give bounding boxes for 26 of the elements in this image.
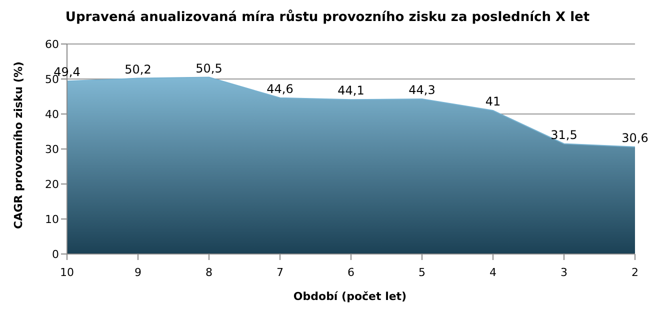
x-tick-label: 9 xyxy=(134,266,142,279)
x-tick-label: 3 xyxy=(560,266,568,279)
y-tick-label: 30 xyxy=(45,142,59,156)
data-label: 50,2 xyxy=(124,62,152,76)
y-tick-label: 0 xyxy=(52,248,59,261)
data-label: 50,5 xyxy=(196,61,222,76)
data-label: 44,6 xyxy=(266,82,294,96)
chart-title: Upravená anualizovaná míra růstu provozního zisku za posledních X let xyxy=(64,10,591,25)
x-tick-label: 6 xyxy=(348,266,354,279)
data-label: 41 xyxy=(485,94,501,108)
x-tick-label: 8 xyxy=(206,266,212,279)
data-label: 31,5 xyxy=(550,128,578,142)
y-tick-label: 40 xyxy=(45,108,59,121)
data-label: 30,6 xyxy=(622,130,648,145)
y-axis-title: CAGR provozního zisku (%) xyxy=(12,62,25,229)
x-tick-label: 7 xyxy=(276,266,284,279)
y-tick-label: 20 xyxy=(45,178,59,191)
y-tick-label: 10 xyxy=(45,212,59,226)
data-label: 44,3 xyxy=(408,82,436,97)
x-tick-label: 5 xyxy=(418,266,426,279)
x-tick-label: 4 xyxy=(490,266,496,279)
x-axis-title: Období (počet let) xyxy=(292,290,408,303)
x-tick-label: 10 xyxy=(60,266,74,279)
data-label: 44,1 xyxy=(338,84,364,98)
x-tick-label: 2 xyxy=(632,266,638,279)
y-tick-label: 60 xyxy=(45,38,59,51)
